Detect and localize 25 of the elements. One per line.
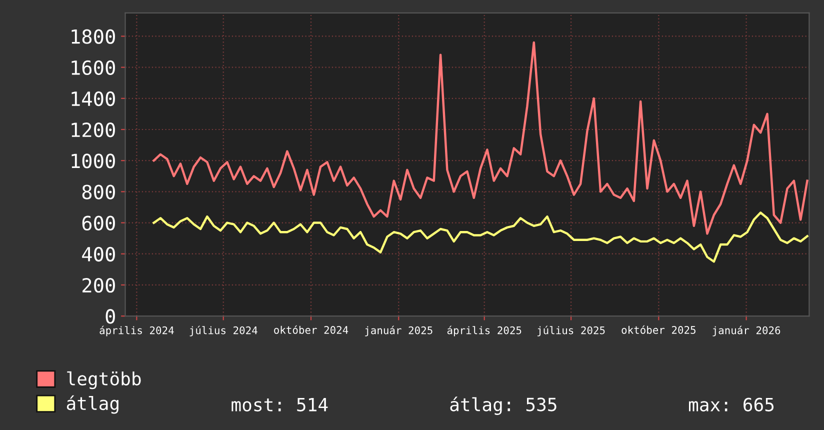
y-tick-label: 0: [106, 309, 115, 324]
y-tick-label: 1200: [72, 122, 115, 138]
y-tick-label: 800: [82, 184, 115, 200]
x-tick-label: július 2025: [537, 326, 605, 336]
x-tick-label: július 2024: [190, 326, 258, 336]
y-tick-label: 1600: [72, 60, 115, 76]
y-tick-label: 400: [82, 246, 115, 262]
y-tick-label: 600: [82, 216, 115, 230]
legend-label: legtöbb: [67, 371, 141, 390]
y-tick-label: 1800: [72, 29, 115, 44]
text: most: 514: [232, 398, 328, 412]
legend-label: átlag: [66, 395, 118, 414]
x-tick-label: október 2025: [622, 325, 696, 334]
text: átlag: 535: [450, 396, 556, 415]
y-tick-label: 1400: [72, 91, 115, 106]
x-tick-label: január 2026: [712, 326, 780, 336]
text: max: 665: [689, 398, 774, 412]
x-tick-label: október 2024: [274, 325, 348, 334]
x-tick-label: április 2024: [100, 326, 174, 336]
line-series: [152, 41, 808, 235]
line-series: [152, 212, 808, 263]
y-tick-label: 1000: [72, 154, 115, 168]
x-tick-label: január 2025: [365, 326, 432, 336]
y-tick-label: 200: [82, 278, 115, 293]
x-tick-label: április 2025: [447, 326, 522, 336]
